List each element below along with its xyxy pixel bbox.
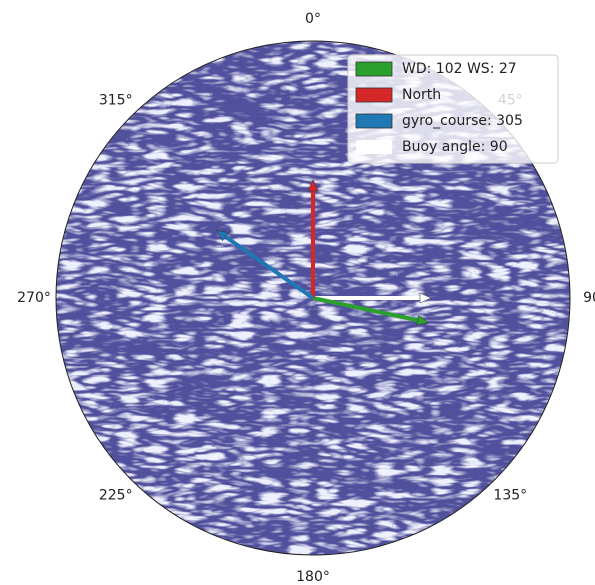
arrow: [312, 296, 430, 326]
legend-swatch: [355, 87, 393, 103]
arrow-shaft: [312, 296, 419, 323]
angle-tick-label: 270°: [17, 290, 51, 306]
arrow-head: [215, 229, 229, 242]
angle-tick-label: 315°: [99, 93, 133, 109]
arrow: [313, 292, 432, 304]
arrow-head: [419, 292, 432, 304]
legend-swatch: [355, 61, 393, 77]
legend-label: North: [402, 87, 441, 103]
legend-swatch: [356, 140, 392, 154]
arrow: [215, 229, 315, 300]
arrow-head: [307, 179, 319, 192]
legend-label: WD: 102 WS: 27: [402, 61, 517, 77]
angle-tick-label: 225°: [99, 487, 133, 503]
arrow: [307, 179, 319, 298]
legend-label: gyro_course: 305: [402, 113, 523, 129]
legend-swatch: [355, 113, 393, 129]
arrow-shaft: [224, 234, 315, 300]
legend-box: [347, 54, 559, 164]
legend-label: Buoy angle: 90: [402, 139, 508, 155]
angle-tick-label: 0°: [305, 11, 321, 27]
angle-tick-label: 180°: [296, 569, 330, 585]
angle-tick-label: 90: [583, 290, 595, 306]
angle-tick-label: 135°: [493, 487, 527, 503]
arrow-head: [416, 314, 430, 326]
